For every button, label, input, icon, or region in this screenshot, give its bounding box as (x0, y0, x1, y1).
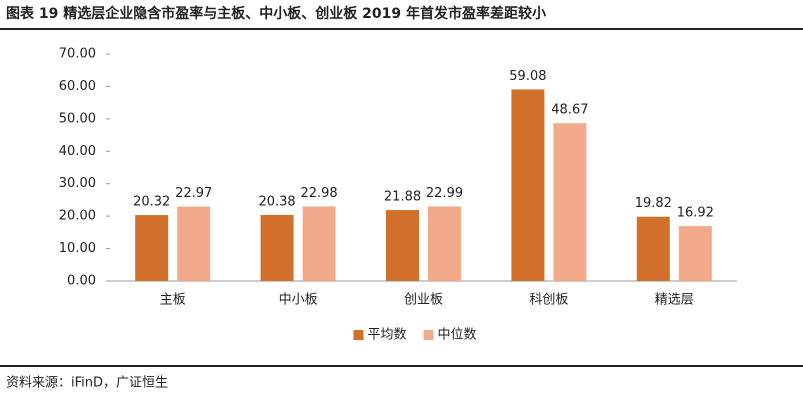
bar (636, 216, 670, 281)
bar (511, 89, 545, 281)
x-tick-label: 中小板 (279, 293, 318, 308)
bar (135, 215, 169, 281)
value-label: 20.38 (258, 194, 295, 209)
value-label: 20.32 (133, 195, 170, 210)
y-tick-label: 20.00 (59, 209, 96, 224)
y-tick-label: 0.00 (67, 274, 96, 289)
bar (177, 206, 211, 281)
y-tick-label: 60.00 (59, 79, 96, 94)
y-tick-label: 70.00 (59, 47, 96, 62)
value-label: 21.88 (384, 190, 421, 205)
value-label: 22.97 (175, 186, 212, 201)
y-tick-label: 30.00 (59, 176, 96, 191)
x-tick-label: 创业板 (404, 293, 443, 308)
value-label: 16.92 (677, 206, 714, 221)
value-label: 22.99 (426, 186, 463, 201)
chart-title: 图表 19 精选层企业隐含市盈率与主板、中小板、创业板 2019 年首发市盈率差… (6, 5, 546, 22)
x-tick-label: 科创板 (529, 293, 568, 308)
y-tick-label: 40.00 (59, 144, 96, 159)
bar (553, 123, 587, 282)
bar (428, 206, 461, 281)
legend-swatch (353, 330, 364, 340)
x-tick-label: 精选层 (655, 293, 694, 308)
value-label: 48.67 (551, 103, 588, 118)
legend-swatch (423, 330, 434, 340)
bar (678, 226, 712, 281)
y-tick-label: 50.00 (59, 111, 96, 126)
x-tick-label: 主板 (160, 293, 186, 308)
bar (386, 210, 419, 281)
y-tick-label: 10.00 (59, 241, 96, 256)
source: 资料来源：iFinD，广证恒生 (6, 376, 168, 391)
value-label: 59.08 (509, 69, 546, 84)
bar (302, 206, 336, 281)
legend-label: 中位数 (438, 328, 477, 343)
value-label: 19.82 (635, 196, 672, 211)
value-label: 22.98 (300, 186, 337, 201)
bar (260, 214, 294, 281)
legend-label: 平均数 (368, 328, 407, 343)
